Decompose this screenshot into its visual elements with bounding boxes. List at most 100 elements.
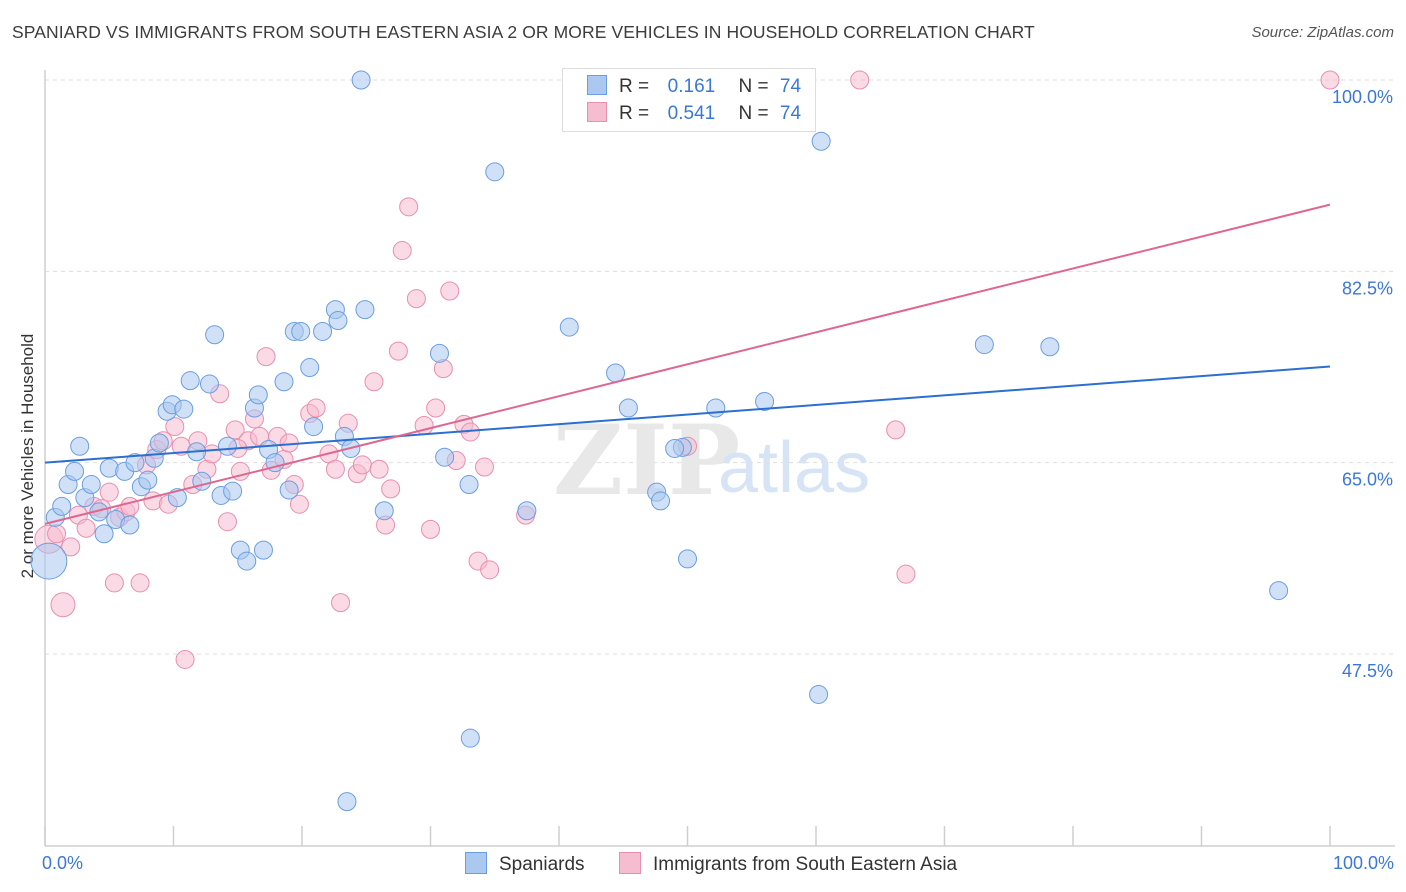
point-immigrants — [474, 457, 494, 477]
axes — [44, 70, 1395, 847]
point-immigrants — [104, 573, 124, 593]
point-spaniards — [313, 321, 333, 341]
point-immigrants — [352, 455, 372, 475]
point-immigrants — [850, 70, 870, 90]
point-spaniards — [30, 542, 68, 580]
point-spaniards — [81, 475, 101, 495]
point-immigrants — [399, 197, 419, 217]
point-immigrants — [289, 494, 309, 514]
n-value: 74 — [779, 76, 802, 97]
point-spaniards — [248, 385, 268, 405]
legend-swatch-pink — [587, 102, 607, 122]
r-value: 0.541 — [667, 103, 716, 124]
point-immigrants — [406, 289, 426, 309]
trendlines — [44, 203, 1331, 525]
stats-legend: R = 0.161 N = 74 R = 0.541 N = 74 — [562, 68, 816, 132]
point-spaniards — [665, 438, 685, 458]
point-immigrants — [165, 417, 185, 437]
point-spaniards — [755, 391, 775, 411]
legend-label-spaniards: Spaniards — [499, 854, 585, 875]
point-spaniards — [485, 162, 505, 182]
point-immigrants — [421, 519, 440, 539]
legend-item-immigrants: Immigrants from South Eastern Asia — [619, 852, 957, 876]
point-spaniards — [678, 549, 697, 569]
point-immigrants — [1320, 70, 1340, 90]
point-spaniards — [237, 551, 257, 571]
legend-item-spaniards: Spaniards — [465, 852, 585, 876]
point-immigrants — [256, 347, 276, 367]
point-immigrants — [381, 479, 401, 499]
y-tick-label: 100.0% — [1332, 87, 1393, 107]
point-spaniards — [279, 480, 299, 500]
x-tick-label-min: 0.0% — [42, 853, 84, 873]
point-immigrants — [886, 420, 906, 440]
n-label: N = — [738, 103, 769, 124]
point-spaniards — [328, 311, 348, 331]
source-note: Source: ZipAtlas.com — [1251, 24, 1394, 41]
point-spaniards — [120, 515, 140, 535]
point-spaniards — [217, 436, 237, 456]
point-spaniards — [355, 300, 375, 320]
point-spaniards — [274, 372, 294, 392]
point-immigrants — [120, 496, 140, 516]
trendline-immigrants — [44, 203, 1331, 525]
chart-title: SPANIARD VS IMMIGRANTS FROM SOUTH EASTER… — [12, 22, 1035, 42]
point-spaniards — [70, 436, 90, 456]
point-immigrants — [480, 560, 500, 580]
point-spaniards — [460, 728, 480, 748]
r-label: R = — [619, 76, 650, 97]
point-spaniards — [706, 398, 726, 418]
point-spaniards — [809, 684, 829, 704]
point-spaniards — [429, 343, 449, 363]
stats-row-spaniards: R = 0.161 N = 74 — [587, 75, 801, 101]
point-immigrants — [61, 537, 81, 557]
point-immigrants — [364, 372, 384, 392]
point-immigrants — [225, 420, 245, 440]
point-spaniards — [1269, 581, 1289, 601]
point-immigrants — [440, 281, 460, 301]
watermark: ZIP atlas — [553, 404, 870, 517]
point-immigrants — [325, 459, 345, 479]
point-spaniards — [337, 792, 357, 812]
point-spaniards — [199, 374, 219, 394]
legend-label-immigrants: Immigrants from South Eastern Asia — [653, 854, 958, 875]
point-spaniards — [180, 371, 200, 391]
point-immigrants — [388, 341, 408, 361]
point-spaniards — [192, 471, 212, 491]
point-immigrants — [47, 524, 67, 544]
point-immigrants — [130, 573, 150, 593]
point-immigrants — [99, 482, 119, 502]
point-spaniards — [291, 321, 311, 341]
point-spaniards — [125, 453, 145, 473]
point-immigrants — [896, 564, 916, 584]
point-spaniards — [1040, 337, 1060, 357]
point-spaniards — [52, 496, 72, 516]
stats-row-immigrants: R = 0.541 N = 74 — [587, 102, 801, 128]
point-spaniards — [606, 363, 626, 383]
point-spaniards — [205, 325, 225, 345]
point-immigrants — [50, 592, 76, 618]
n-label: N = — [738, 76, 769, 97]
n-value: 74 — [779, 103, 802, 124]
point-immigrants — [217, 512, 237, 532]
r-label: R = — [619, 103, 650, 124]
r-value: 0.161 — [667, 76, 716, 97]
point-spaniards — [99, 458, 119, 478]
y-tick-label: 47.5% — [1342, 661, 1393, 681]
point-immigrants — [76, 518, 96, 538]
point-immigrants — [306, 398, 326, 418]
point-immigrants — [392, 241, 412, 261]
point-immigrants — [369, 459, 389, 479]
series-legend: Spaniards Immigrants from South Eastern … — [0, 852, 1406, 878]
point-spaniards — [351, 70, 371, 90]
point-spaniards — [651, 491, 671, 511]
y-tick-label: 82.5% — [1342, 278, 1393, 298]
point-spaniards — [253, 540, 273, 560]
legend-swatch-blue — [587, 75, 607, 95]
point-spaniards — [300, 358, 320, 378]
point-spaniards — [149, 433, 169, 453]
point-spaniards — [223, 481, 243, 501]
point-spaniards — [811, 131, 831, 151]
point-immigrants — [426, 398, 446, 418]
